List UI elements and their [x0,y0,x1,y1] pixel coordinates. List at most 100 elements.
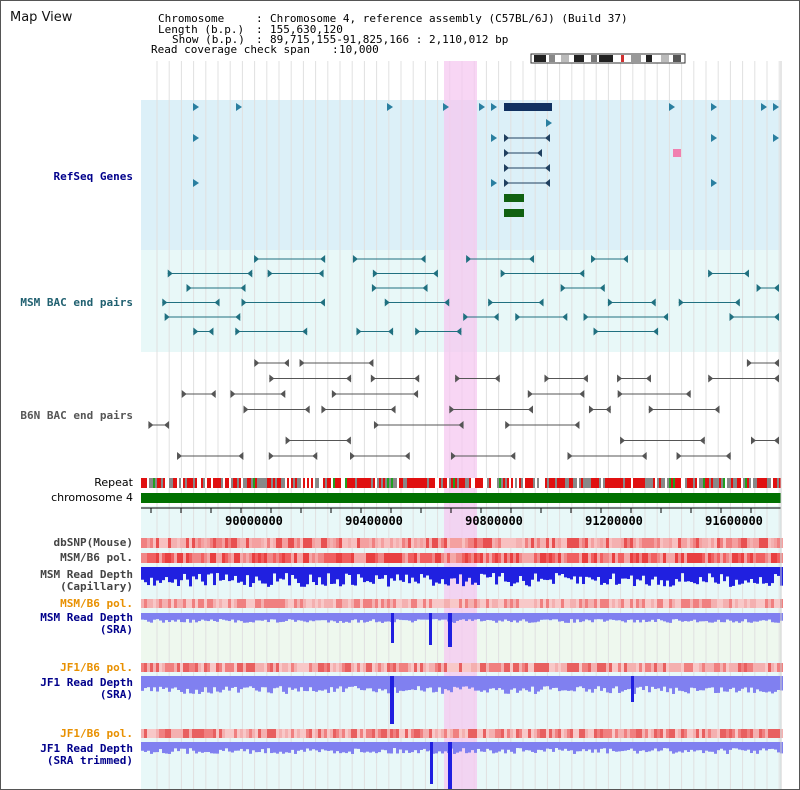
depth-bar [375,567,378,576]
repeat-mark [387,478,389,488]
track-label-jf1-b6-pol[interactable]: JF1/B6 pol. [60,661,133,674]
depth-bar [666,567,669,581]
msm-bac-pair-end [432,269,438,278]
heat-cell [192,538,195,548]
heat-cell [666,729,669,738]
heat-cell [192,729,195,738]
heat-cell [735,538,738,548]
track-label-refseq[interactable]: RefSeq Genes [53,170,133,183]
depth-bar [537,742,540,750]
heat-cell [279,538,282,548]
heat-cell [702,553,705,563]
repeat-mark [713,478,715,488]
depth-bar [495,676,498,691]
repeat-mark [335,478,337,488]
heat-cell [558,553,561,563]
heat-cell [282,729,285,738]
depth-bar [264,742,267,754]
heat-cell [561,599,564,608]
heat-cell [231,599,234,608]
heat-cell [273,538,276,548]
heat-cell [165,729,168,738]
heat-cell [423,599,426,608]
heat-cell [246,729,249,738]
heat-cell [750,538,753,548]
depth-bar [516,613,519,623]
track-label-jf1-depth-trimmed[interactable]: JF1 Read Depth [40,742,133,755]
heat-cell [498,599,501,608]
heat-cell [372,663,375,672]
depth-bar [504,742,507,754]
track-label-jf1-depth-sra[interactable]: JF1 Read Depth [40,676,133,689]
depth-bar [348,567,351,575]
repeat-mark [727,478,729,488]
heat-cell [732,663,735,672]
track-label-chromosome[interactable]: chromosome 4 [51,491,133,504]
repeat-mark [477,478,479,488]
depth-bar [567,676,570,691]
depth-bar [144,567,147,583]
heat-cell [381,729,384,738]
heat-cell [483,663,486,672]
heat-cell [345,663,348,672]
heat-cell [594,553,597,563]
track-label-jf1-b6-pol-2[interactable]: JF1/B6 pol. [60,727,133,740]
repeat-mark [185,478,187,488]
track-label-msm-bac[interactable]: MSM BAC end pairs [20,296,133,309]
track-label-msm-depth-sra[interactable]: MSM Read Depth [40,611,133,624]
heat-cell [225,729,228,738]
heat-cell [378,663,381,672]
depth-bar [516,676,519,693]
heat-cell [513,663,516,672]
ideogram-band [599,55,613,62]
heat-cell [732,538,735,548]
heat-cell [339,599,342,608]
depth-bar [198,613,201,622]
heat-cell [264,553,267,563]
heat-cell [582,553,585,563]
heat-cell [141,663,144,672]
heat-cell [618,599,621,608]
track-label-repeat[interactable]: Repeat [94,476,133,489]
depth-bar [561,613,564,622]
heat-cell [411,599,414,608]
track-label-msm-depth-capillary[interactable]: MSM Read Depth [40,568,133,581]
repeat-mark [461,478,463,488]
depth-bar [441,567,444,580]
depth-bar [558,613,561,622]
heat-cell [288,599,291,608]
heat-cell [321,663,324,672]
track-label-dbsnp[interactable]: dbSNP(Mouse) [53,536,133,549]
depth-bar [276,676,279,688]
heat-cell [549,729,552,738]
heat-cell [558,729,561,738]
heat-cell [222,538,225,548]
heat-cell [141,599,144,608]
heat-cell [462,553,465,563]
heat-cell [237,729,240,738]
depth-bar [369,676,372,689]
depth-bar [750,676,753,688]
depth-bar [417,567,420,584]
depth-bar [633,613,636,623]
track-label-msm-b6-pol[interactable]: MSM/B6 pol. [60,551,133,564]
depth-bar [411,613,414,623]
heat-cell [753,663,756,672]
track-label-b6n-bac[interactable]: B6N BAC end pairs [20,409,133,422]
depth-bar [141,676,144,691]
repeat-mark [507,478,509,488]
depth-bar [678,742,681,752]
depth-bar [258,613,261,621]
depth-bar [405,676,408,691]
heat-cell [399,538,402,548]
depth-bar [645,567,648,585]
heat-cell [645,599,648,608]
repeat-mark [451,478,453,488]
depth-bar [714,742,717,754]
track-label-msm-b6-pol-2[interactable]: MSM/B6 pol. [60,597,133,610]
depth-bar [648,676,651,693]
heat-cell [351,538,354,548]
depth-spike [430,742,433,784]
depth-bar [579,676,582,687]
repeat-mark [201,478,203,488]
